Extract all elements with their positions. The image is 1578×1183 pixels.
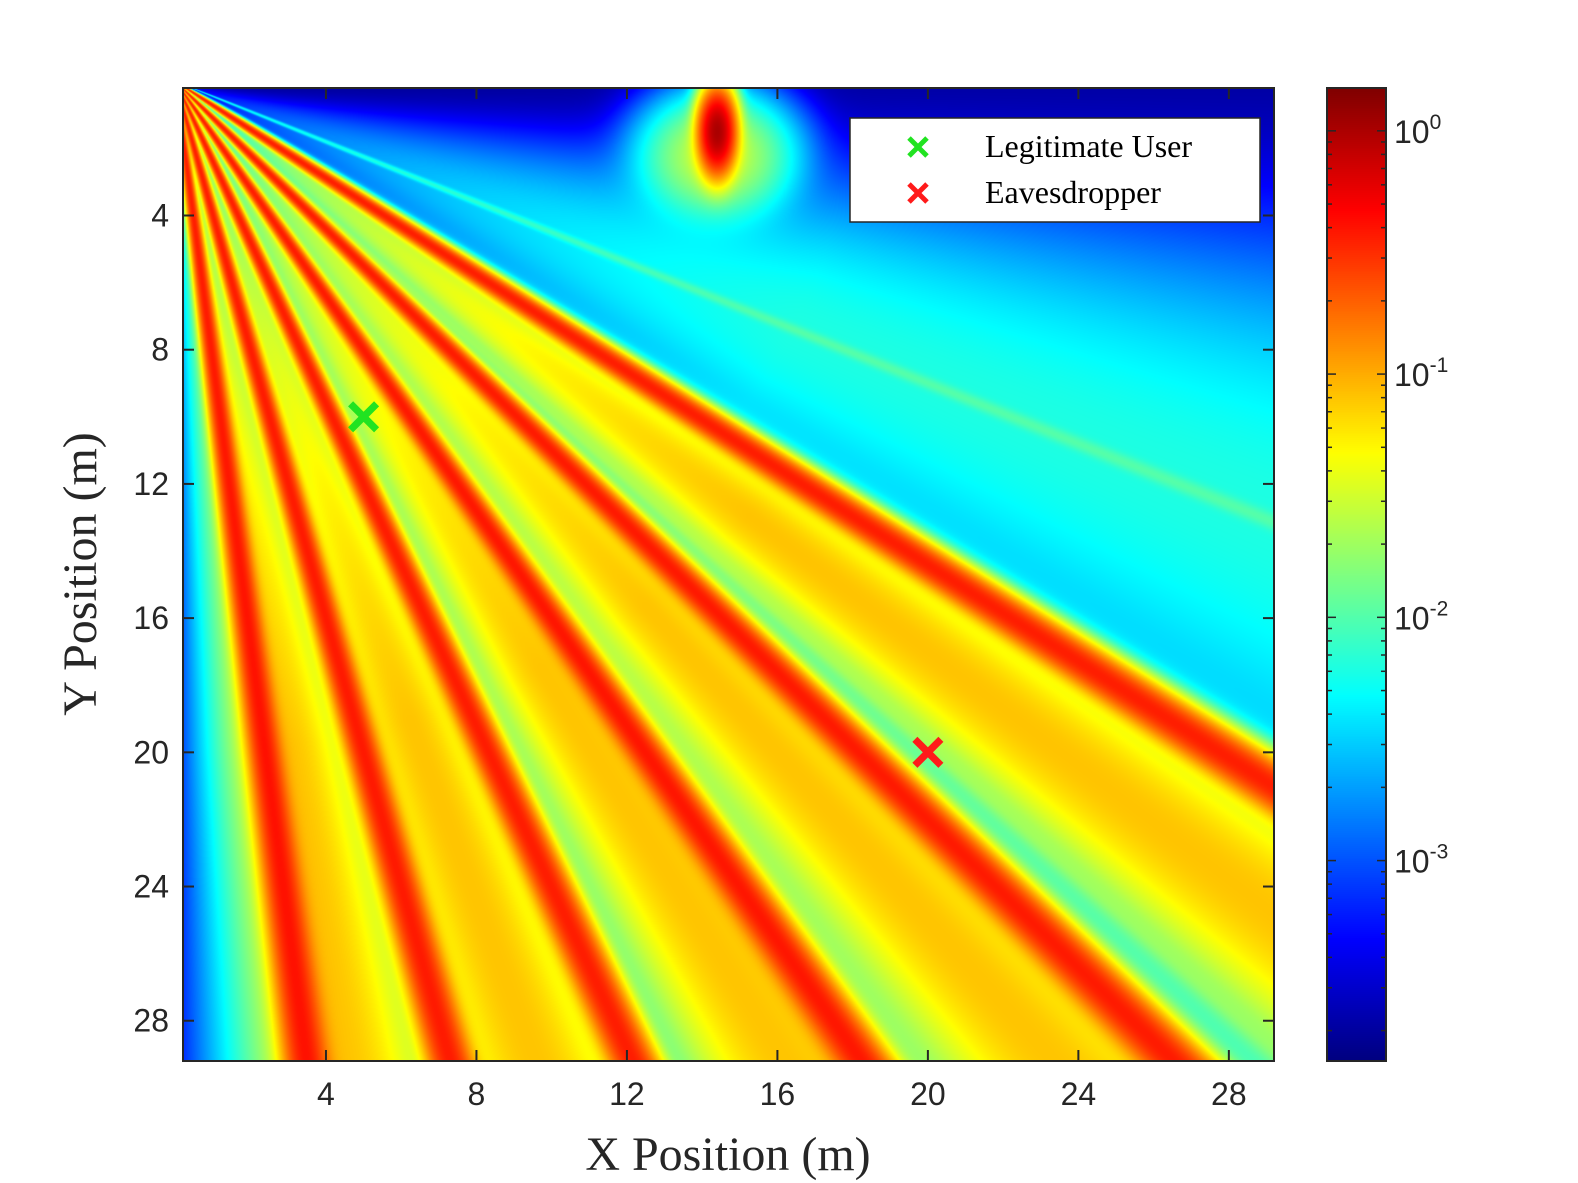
legend-label-eavesdropper: Eavesdropper bbox=[985, 174, 1161, 210]
colorbar-tick-label: 100 bbox=[1394, 111, 1441, 150]
plot-area-frame bbox=[182, 87, 1275, 1062]
colorbar-frame bbox=[1326, 87, 1387, 1062]
colorbar-canvas bbox=[1327, 88, 1386, 1061]
eavesdropper-marker bbox=[912, 736, 944, 768]
x-tick-label: 12 bbox=[609, 1076, 645, 1112]
legend-symbol-eavesdropper bbox=[907, 182, 929, 204]
y-axis: 4 8 12 16 20 24 28 bbox=[133, 197, 1274, 1039]
y-tick-label: 20 bbox=[133, 734, 169, 770]
x-tick-label: 28 bbox=[1211, 1076, 1247, 1112]
marker-layer bbox=[348, 401, 944, 768]
colorbar-tick-label: 10-1 bbox=[1394, 354, 1448, 393]
x-axis-title: X Position (m) bbox=[585, 1128, 870, 1181]
y-tick-label: 24 bbox=[133, 869, 169, 905]
y-tick-label: 16 bbox=[133, 600, 169, 636]
x-tick-label: 4 bbox=[317, 1076, 335, 1112]
legend: Legitimate User Eavesdropper bbox=[849, 117, 1261, 223]
legend-label-legitimate-user: Legitimate User bbox=[985, 128, 1192, 164]
y-tick-label: 12 bbox=[133, 466, 169, 502]
heatmap bbox=[183, 88, 1274, 1061]
y-tick-label: 4 bbox=[151, 197, 169, 233]
legend-symbol-legitimate-user bbox=[907, 136, 929, 158]
x-tick-label: 20 bbox=[910, 1076, 946, 1112]
x-axis: 4 8 12 16 20 24 28 bbox=[317, 88, 1247, 1112]
colorbar-tick-label: 10-3 bbox=[1394, 841, 1448, 880]
legitimate-user-marker bbox=[348, 401, 380, 433]
colorbar: 10-3 10-2 10-1 100 bbox=[1326, 87, 1448, 1062]
x-tick-label: 16 bbox=[760, 1076, 796, 1112]
y-tick-label: 8 bbox=[151, 332, 169, 368]
colorbar-ticks: 10-3 10-2 10-1 100 bbox=[1327, 111, 1448, 1032]
colorbar-tick-label: 10-2 bbox=[1394, 597, 1448, 636]
y-tick-label: 28 bbox=[133, 1003, 169, 1039]
x-tick-label: 24 bbox=[1061, 1076, 1097, 1112]
y-axis-title: Y Position (m) bbox=[54, 432, 107, 716]
legend-symbols bbox=[907, 136, 929, 204]
legend-box bbox=[849, 117, 1261, 223]
heatmap-canvas bbox=[183, 88, 1274, 1061]
x-tick-label: 8 bbox=[468, 1076, 486, 1112]
